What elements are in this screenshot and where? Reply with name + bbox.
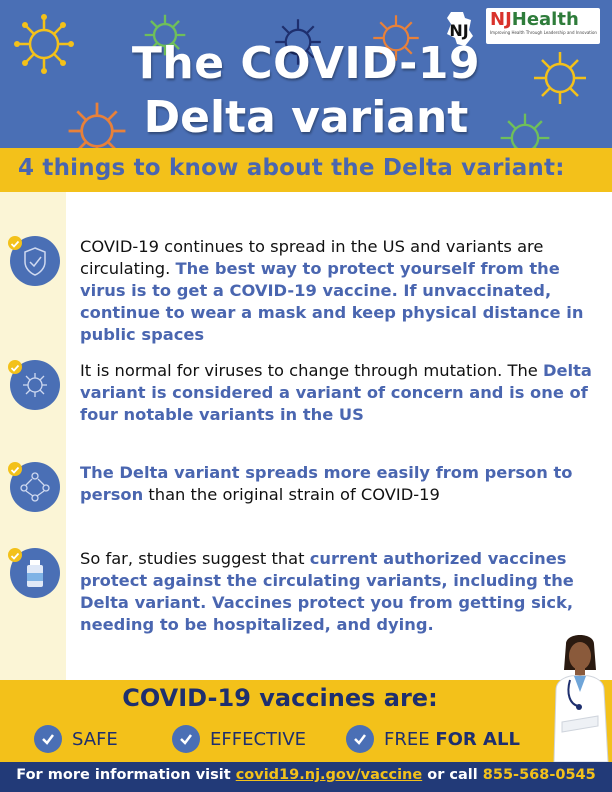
vaccines-title: COVID-19 vaccines are: xyxy=(122,684,438,712)
info-item-3: The Delta variant spreads more easily fr… xyxy=(80,463,573,504)
virus-decoration-icon xyxy=(144,14,186,56)
virus-decoration-icon xyxy=(14,14,74,74)
info-item-4: So far, studies suggest that current aut… xyxy=(80,549,574,634)
checkmark-icon xyxy=(34,725,62,753)
checkmark-icon xyxy=(346,725,374,753)
virus-decoration-icon xyxy=(373,15,419,61)
benefit-effective: EFFECTIVE xyxy=(172,724,306,754)
subheader-band: 4 things to know about the Delta variant… xyxy=(0,148,612,192)
page-title-line-1: The COVID-19 xyxy=(131,38,481,89)
nj-health-logo-word: Health xyxy=(511,9,579,30)
virus-decoration-icon xyxy=(534,52,586,104)
checkmark-badge-icon xyxy=(8,236,22,250)
new-jersey-state-logo: NJ xyxy=(447,12,473,46)
page-title-line-2: Delta variant xyxy=(143,92,469,143)
nj-health-logo: NJHealth Improving Health Through Leader… xyxy=(486,8,600,44)
footer-text: For more information visit covid19.nj.go… xyxy=(16,767,596,783)
subheader-title: 4 things to know about the Delta variant… xyxy=(18,155,565,181)
nj-health-logo-nj: NJ xyxy=(490,9,512,30)
benefit-safe: SAFE xyxy=(34,724,118,754)
info-item-2: It is normal for viruses to change throu… xyxy=(80,361,592,424)
checkmark-badge-icon xyxy=(8,548,22,562)
vaccine-info-link[interactable]: covid19.nj.gov/vaccine xyxy=(235,767,423,783)
people-spread-icon xyxy=(10,462,60,512)
virus-decoration-icon xyxy=(500,113,550,148)
phone-number[interactable]: 855-568-0545 xyxy=(482,767,596,783)
nj-logo-text: NJ xyxy=(449,21,468,40)
header-banner: The COVID-19 Delta variant NJ NJHealth I… xyxy=(0,0,612,148)
info-item-1: COVID-19 continues to spread in the US a… xyxy=(80,237,584,344)
checkmark-badge-icon xyxy=(8,462,22,476)
virus-decoration-icon xyxy=(68,102,126,148)
vaccines-band: COVID-19 vaccines are: SAFE EFFECTIVE FR… xyxy=(0,680,612,762)
doctor-illustration xyxy=(553,635,609,762)
benefit-free-for-all: FREE FOR ALL xyxy=(346,724,520,754)
checkmark-icon xyxy=(172,725,200,753)
virus-decoration-icon xyxy=(275,19,321,65)
checkmark-badge-icon xyxy=(8,360,22,374)
footer-bar: For more information visit covid19.nj.go… xyxy=(0,762,612,792)
nj-health-tagline: Improving Health Through Leadership and … xyxy=(490,30,597,35)
